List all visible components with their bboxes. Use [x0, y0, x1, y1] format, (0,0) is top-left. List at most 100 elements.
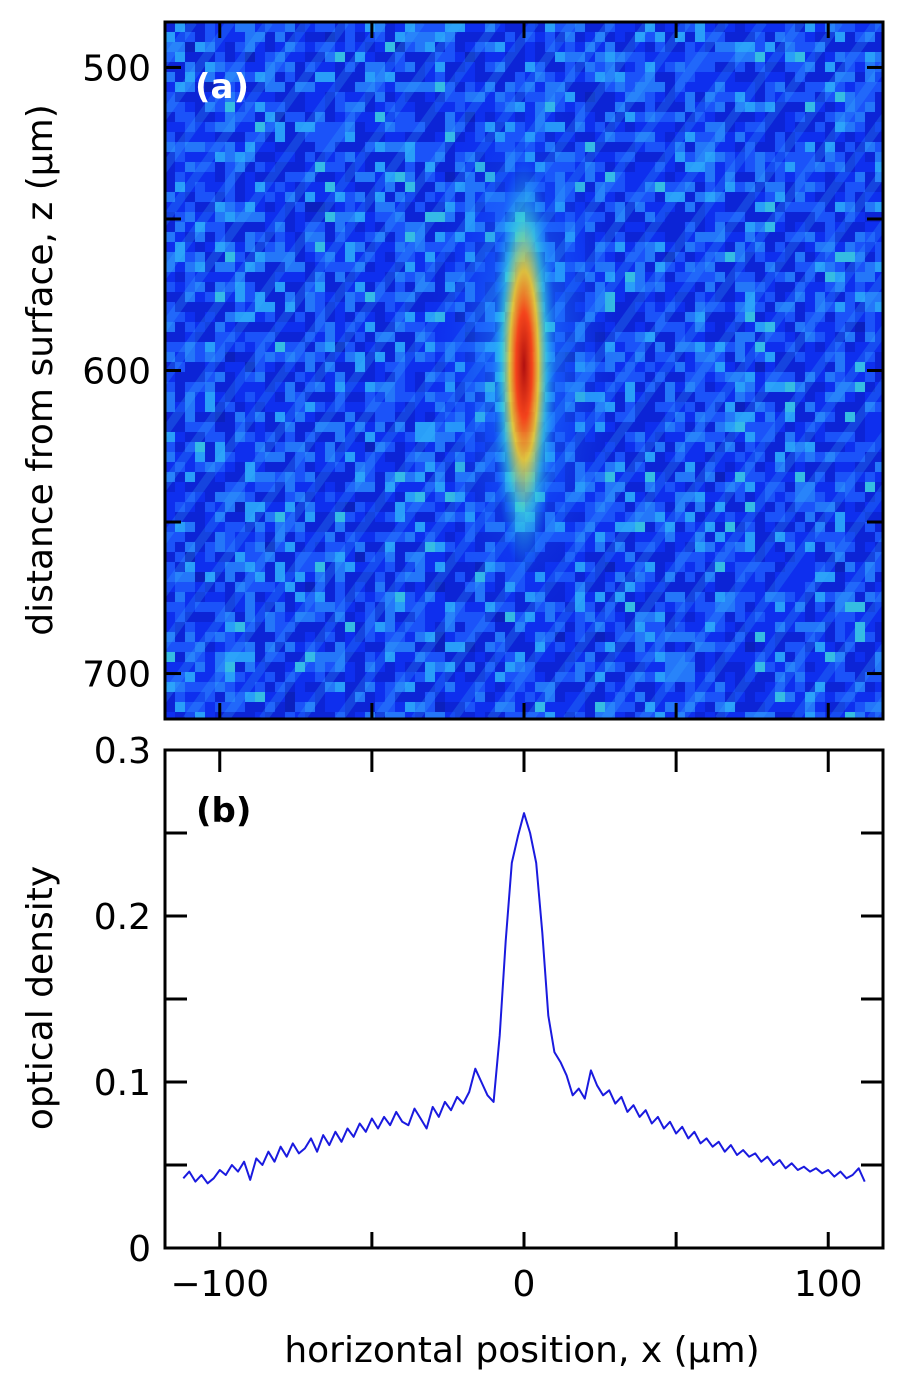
- heatmap-pixel: [625, 72, 635, 82]
- heatmap-pixel: [765, 602, 775, 612]
- heatmap-pixel: [875, 542, 883, 552]
- heatmap-pixel: [445, 532, 455, 542]
- heatmap-pixel: [525, 42, 535, 52]
- heatmap-pixel: [395, 382, 405, 392]
- heatmap-pixel: [185, 382, 195, 392]
- heatmap-pixel: [675, 402, 685, 412]
- heatmap-pixel: [735, 542, 745, 552]
- heatmap-pixel: [445, 82, 455, 92]
- heatmap-pixel: [855, 662, 865, 672]
- heatmap-pixel: [755, 692, 765, 702]
- heatmap-pixel: [645, 472, 655, 482]
- heatmap-pixel: [655, 612, 665, 622]
- heatmap-pixel: [675, 632, 685, 642]
- heatmap-pixel: [875, 302, 883, 312]
- heatmap-pixel: [745, 562, 755, 572]
- heatmap-pixel: [395, 192, 405, 202]
- heatmap-pixel: [175, 402, 185, 412]
- heatmap-pixel: [785, 42, 795, 52]
- heatmap-pixel: [315, 52, 325, 62]
- heatmap-pixel: [785, 172, 795, 182]
- heatmap-pixel: [375, 442, 385, 452]
- heatmap-pixel: [265, 292, 275, 302]
- heatmap-pixel: [195, 82, 205, 92]
- heatmap-pixel: [395, 372, 405, 382]
- heatmap-pixel: [285, 592, 295, 602]
- heatmap-pixel: [385, 312, 395, 322]
- heatmap-pixel: [355, 712, 365, 719]
- heatmap-pixel: [255, 82, 265, 92]
- heatmap-pixel: [785, 622, 795, 632]
- heatmap-pixel: [625, 562, 635, 572]
- heatmap-pixel: [715, 212, 725, 222]
- heatmap-pixel: [535, 692, 545, 702]
- heatmap-pixel: [825, 52, 835, 62]
- heatmap-pixel: [375, 382, 385, 392]
- heatmap-pixel: [215, 412, 225, 422]
- heatmap-pixel: [265, 692, 275, 702]
- heatmap-pixel: [865, 692, 875, 702]
- heatmap-pixel: [865, 562, 875, 572]
- heatmap-pixel: [815, 642, 825, 652]
- heatmap-pixel: [725, 642, 735, 652]
- heatmap-pixel: [205, 482, 215, 492]
- heatmap-pixel: [865, 592, 875, 602]
- heatmap-pixel: [795, 182, 805, 192]
- heatmap-pixel: [205, 522, 215, 532]
- heatmap-pixel: [855, 642, 865, 652]
- heatmap-pixel: [595, 42, 605, 52]
- heatmap-pixel: [415, 482, 425, 492]
- heatmap-pixel: [615, 492, 625, 502]
- heatmap-pixel: [765, 272, 775, 282]
- heatmap-pixel: [165, 552, 175, 562]
- heatmap-pixel: [365, 162, 375, 172]
- heatmap-pixel: [315, 272, 325, 282]
- heatmap-pixel: [215, 532, 225, 542]
- heatmap-pixel: [335, 582, 345, 592]
- heatmap-pixel: [745, 522, 755, 532]
- heatmap-pixel: [855, 332, 865, 342]
- heatmap-pixel: [815, 522, 825, 532]
- heatmap-pixel: [205, 392, 215, 402]
- heatmap-pixel: [225, 512, 235, 522]
- heatmap-pixel: [375, 272, 385, 282]
- heatmap-pixel: [665, 322, 675, 332]
- heatmap-pixel: [165, 152, 175, 162]
- heatmap-pixel: [725, 282, 735, 292]
- heatmap-pixel: [245, 52, 255, 62]
- heatmap-pixel: [405, 552, 415, 562]
- heatmap-pixel: [195, 692, 205, 702]
- heatmap-pixel: [755, 702, 765, 712]
- heatmap-pixel: [785, 72, 795, 82]
- heatmap-pixel: [335, 492, 345, 502]
- heatmap-pixel: [385, 62, 395, 72]
- heatmap-pixel: [375, 392, 385, 402]
- heatmap-pixel: [465, 32, 475, 42]
- heatmap-pixel: [225, 482, 235, 492]
- heatmap-pixel: [435, 712, 445, 719]
- heatmap-pixel: [655, 512, 665, 522]
- heatmap-pixel: [755, 222, 765, 232]
- heatmap-pixel: [275, 102, 285, 112]
- heatmap-pixel: [225, 32, 235, 42]
- heatmap-pixel: [715, 532, 725, 542]
- heatmap-pixel: [645, 162, 655, 172]
- heatmap-pixel: [875, 412, 883, 422]
- heatmap-pixel: [315, 32, 325, 42]
- heatmap-pixel: [465, 662, 475, 672]
- heatmap-pixel: [465, 62, 475, 72]
- heatmap-pixel: [335, 482, 345, 492]
- heatmap-pixel: [815, 552, 825, 562]
- heatmap-pixel: [325, 582, 335, 592]
- heatmap-pixel: [705, 322, 715, 332]
- heatmap-pixel: [255, 522, 265, 532]
- heatmap-pixel: [865, 632, 875, 642]
- heatmap-pixel: [715, 142, 725, 152]
- heatmap-pixel: [615, 692, 625, 702]
- heatmap-pixel: [695, 252, 705, 262]
- heatmap-pixel: [735, 412, 745, 422]
- heatmap-pixel: [595, 572, 605, 582]
- heatmap-pixel: [765, 382, 775, 392]
- heatmap-pixel: [765, 452, 775, 462]
- heatmap-pixel: [815, 412, 825, 422]
